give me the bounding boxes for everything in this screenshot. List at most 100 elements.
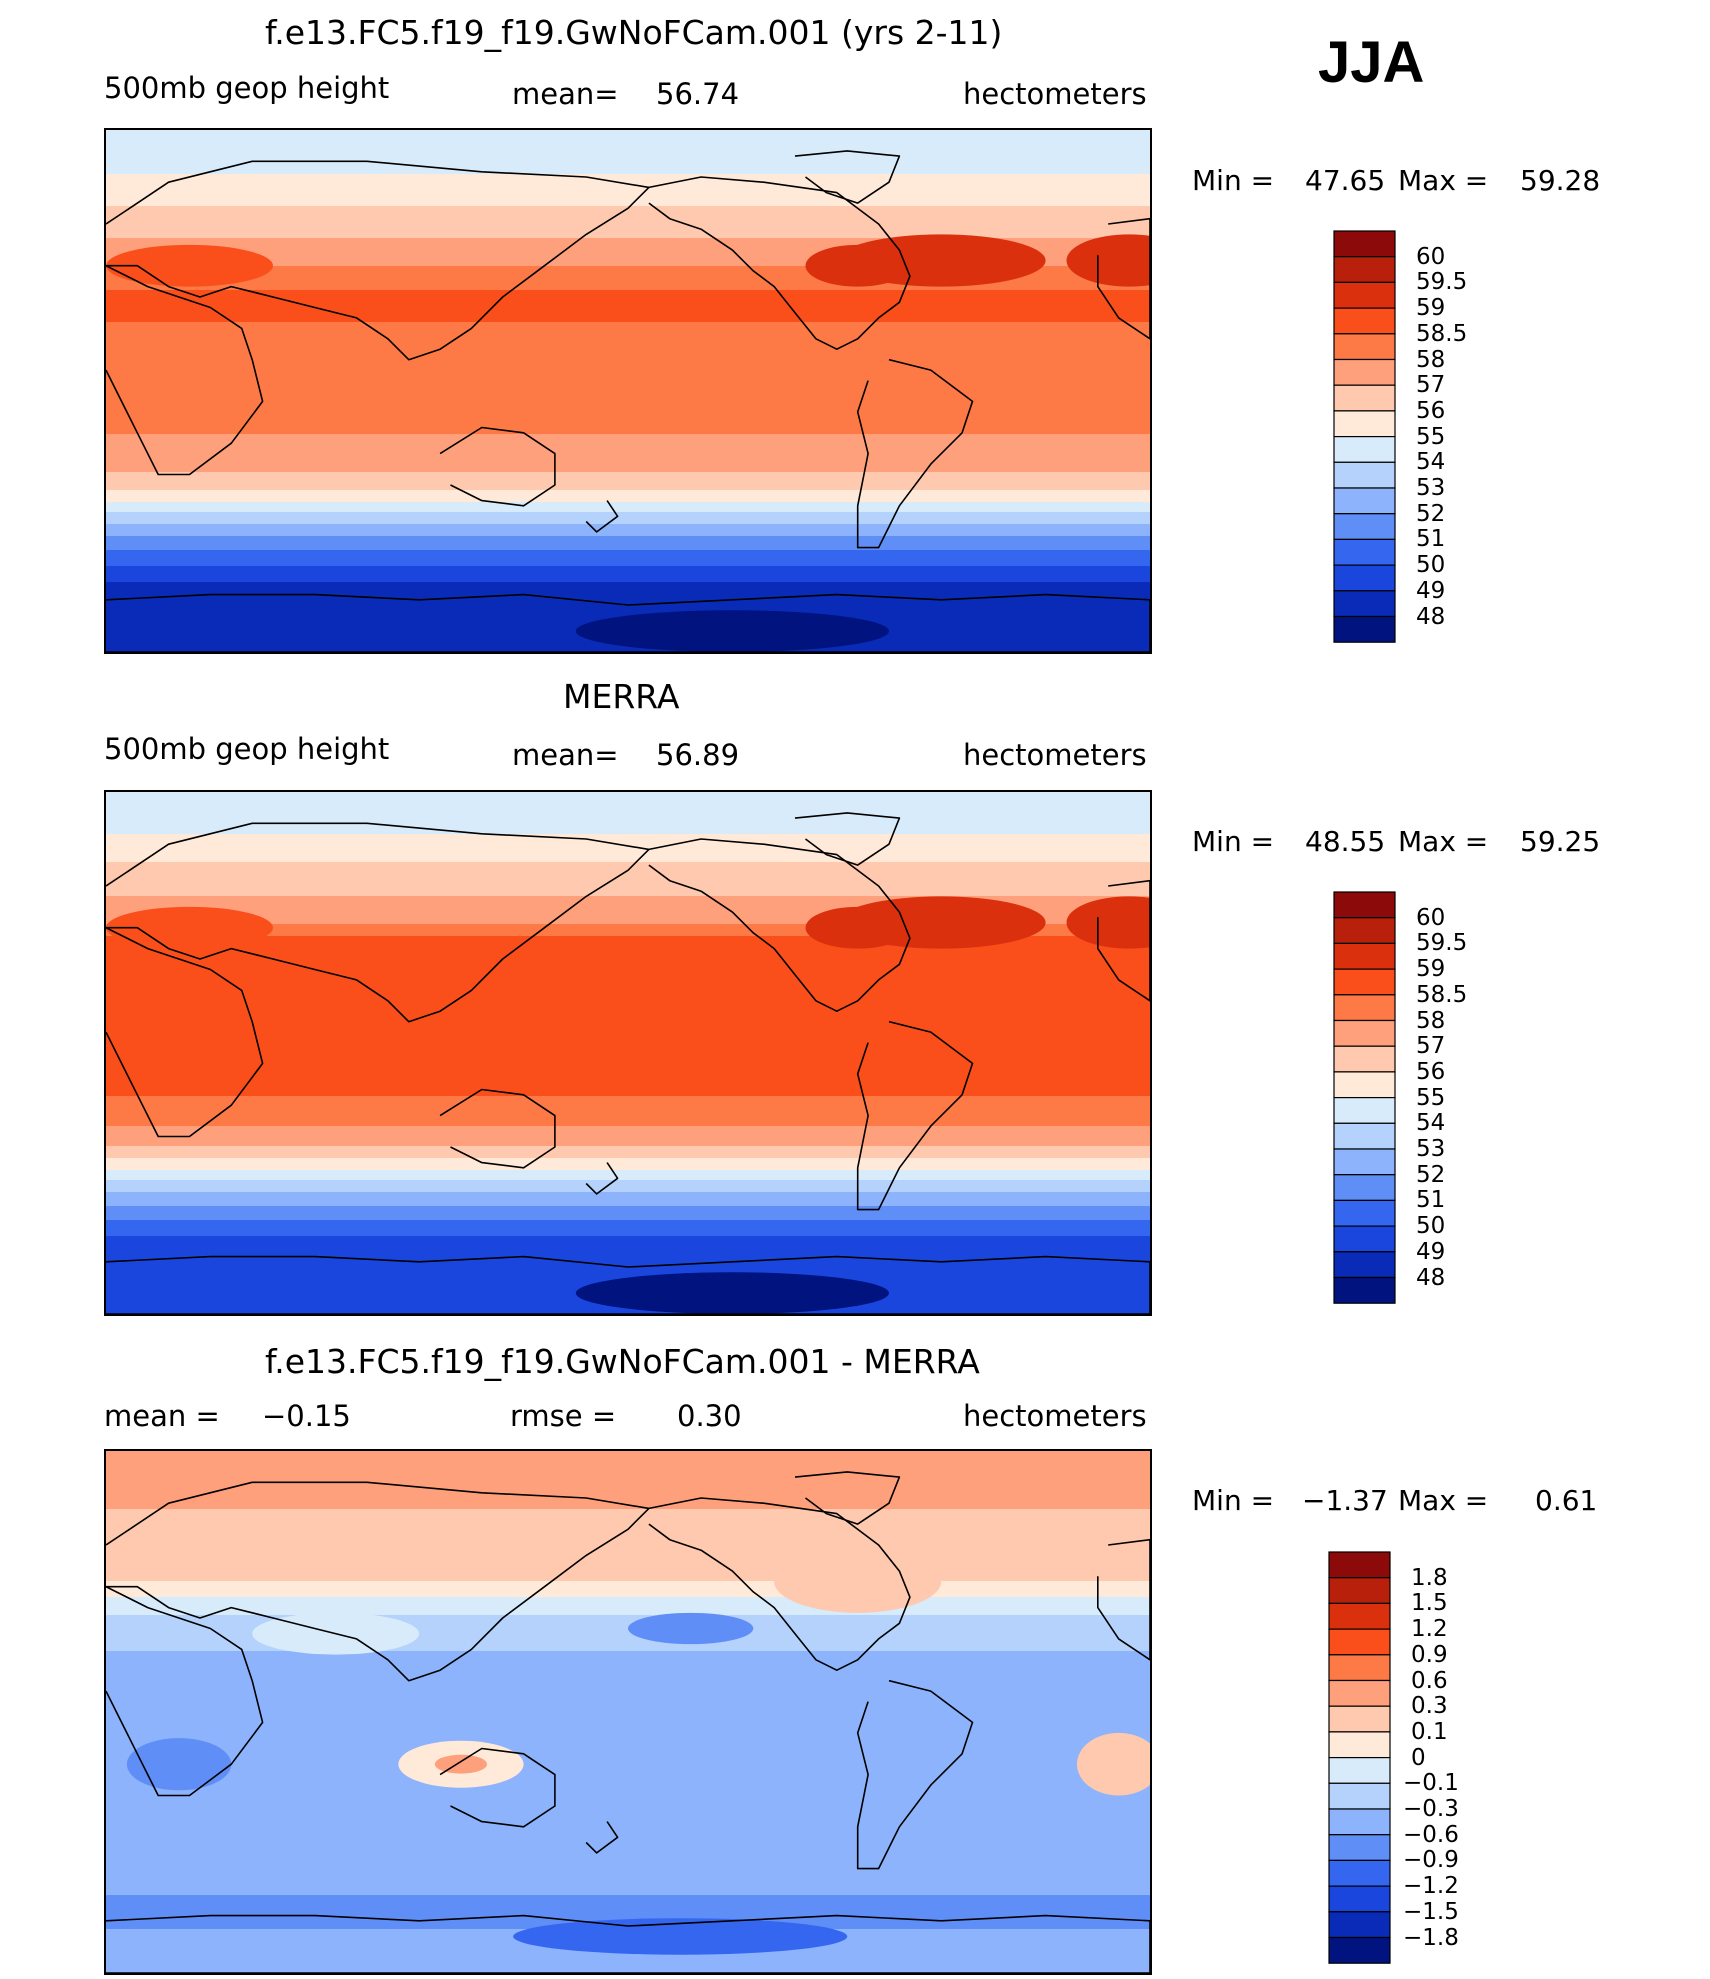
- heat-band: [106, 374, 1150, 377]
- heat-band: [106, 1218, 1150, 1221]
- heat-band: [106, 1815, 1150, 1818]
- heat-band: [106, 426, 1150, 429]
- heat-band: [106, 1967, 1150, 1970]
- heat-band: [106, 1867, 1150, 1870]
- heat-band: [106, 1194, 1150, 1197]
- heat-band: [106, 1146, 1150, 1149]
- heat-band: [106, 1737, 1150, 1740]
- colorbar-swatch: [1333, 410, 1396, 438]
- coastline: [1096, 879, 1150, 1002]
- colorbar-swatch: [1333, 1045, 1396, 1073]
- heat-band: [106, 266, 1150, 269]
- colorbar-swatches: [1333, 230, 1396, 643]
- colorbar-swatch: [1333, 538, 1396, 566]
- coastline: [648, 176, 911, 350]
- heat-band: [106, 1024, 1150, 1027]
- colorbar-swatch: [1333, 1148, 1396, 1176]
- heat-band: [106, 846, 1150, 849]
- heat-anomaly: [434, 1754, 488, 1774]
- coastline: [648, 1497, 911, 1671]
- heat-band: [106, 534, 1150, 537]
- heat-band: [106, 1745, 1150, 1748]
- heat-band: [106, 1581, 1150, 1584]
- heat-band: [106, 566, 1150, 569]
- heat-band: [106, 268, 1150, 271]
- panel-2-max-value: 59.25: [1520, 825, 1601, 858]
- heat-band: [106, 384, 1150, 387]
- heat-band: [106, 930, 1150, 933]
- heat-band: [106, 1677, 1150, 1680]
- panel-2-mean-value: 56.89: [656, 738, 740, 772]
- heat-band: [106, 1094, 1150, 1097]
- heat-band: [106, 1010, 1150, 1013]
- heat-band: [106, 1308, 1150, 1311]
- heat-band: [106, 440, 1150, 443]
- heat-band: [106, 1216, 1150, 1219]
- heat-band: [106, 1032, 1150, 1035]
- heat-band: [106, 464, 1150, 467]
- heat-band: [106, 1030, 1150, 1033]
- heat-band: [106, 1723, 1150, 1726]
- heat-band: [106, 490, 1150, 493]
- heat-band: [106, 1685, 1150, 1688]
- heat-band: [106, 1801, 1150, 1804]
- heat-band: [106, 1757, 1150, 1760]
- heat-band: [106, 332, 1150, 335]
- heat-band: [106, 1897, 1150, 1900]
- heat-band: [106, 1076, 1150, 1079]
- colorbar-swatch: [1328, 1808, 1391, 1836]
- coastline: [648, 838, 911, 1012]
- heat-band: [106, 188, 1150, 191]
- heat-band: [106, 270, 1150, 273]
- heat-band: [106, 1176, 1150, 1179]
- heat-band: [106, 178, 1150, 181]
- heat-band: [106, 318, 1150, 321]
- heat-band: [106, 1655, 1150, 1658]
- heat-band: [106, 1022, 1150, 1025]
- colorbar-swatch: [1333, 1225, 1396, 1253]
- heat-band: [106, 914, 1150, 917]
- heat-band: [106, 1843, 1150, 1846]
- colorbar-label: 1.2: [1411, 1616, 1448, 1643]
- colorbar-label: 1.8: [1411, 1564, 1448, 1591]
- heat-anomaly: [628, 1612, 754, 1645]
- heat-band: [106, 1571, 1150, 1574]
- colorbar-label: 0.6: [1411, 1667, 1448, 1694]
- colorbar-swatch: [1333, 1019, 1396, 1047]
- heat-band: [106, 508, 1150, 511]
- heat-band: [106, 1585, 1150, 1588]
- coastline: [1096, 217, 1150, 340]
- colorbar-label: −1.5: [1403, 1898, 1459, 1925]
- heat-band: [106, 582, 1150, 585]
- heat-band: [106, 1084, 1150, 1087]
- heat-band: [106, 904, 1150, 907]
- heat-band: [106, 328, 1150, 331]
- heat-band: [106, 1587, 1150, 1590]
- heat-band: [106, 976, 1150, 979]
- heat-band: [106, 1647, 1150, 1650]
- heat-band: [106, 1162, 1150, 1165]
- heat-band: [106, 1232, 1150, 1235]
- heat-band: [106, 996, 1150, 999]
- heat-band: [106, 536, 1150, 539]
- heat-band: [106, 1847, 1150, 1850]
- heat-band: [106, 1048, 1150, 1051]
- heat-band: [106, 1741, 1150, 1744]
- heat-band: [106, 276, 1150, 279]
- heat-band: [106, 1276, 1150, 1279]
- heat-band: [106, 388, 1150, 391]
- heat-band: [106, 1467, 1150, 1470]
- heat-band: [106, 1965, 1150, 1968]
- heat-band: [106, 562, 1150, 565]
- heat-band: [106, 910, 1150, 913]
- heat-band: [106, 1264, 1150, 1267]
- heat-band: [106, 1463, 1150, 1466]
- heat-band: [106, 1675, 1150, 1678]
- panel-3-max-value: 0.61: [1535, 1484, 1598, 1517]
- heat-band: [106, 1555, 1150, 1558]
- heat-band: [106, 1917, 1150, 1920]
- heat-band: [106, 1749, 1150, 1752]
- heat-band: [106, 1262, 1150, 1265]
- heat-band: [106, 1499, 1150, 1502]
- heat-band: [106, 522, 1150, 525]
